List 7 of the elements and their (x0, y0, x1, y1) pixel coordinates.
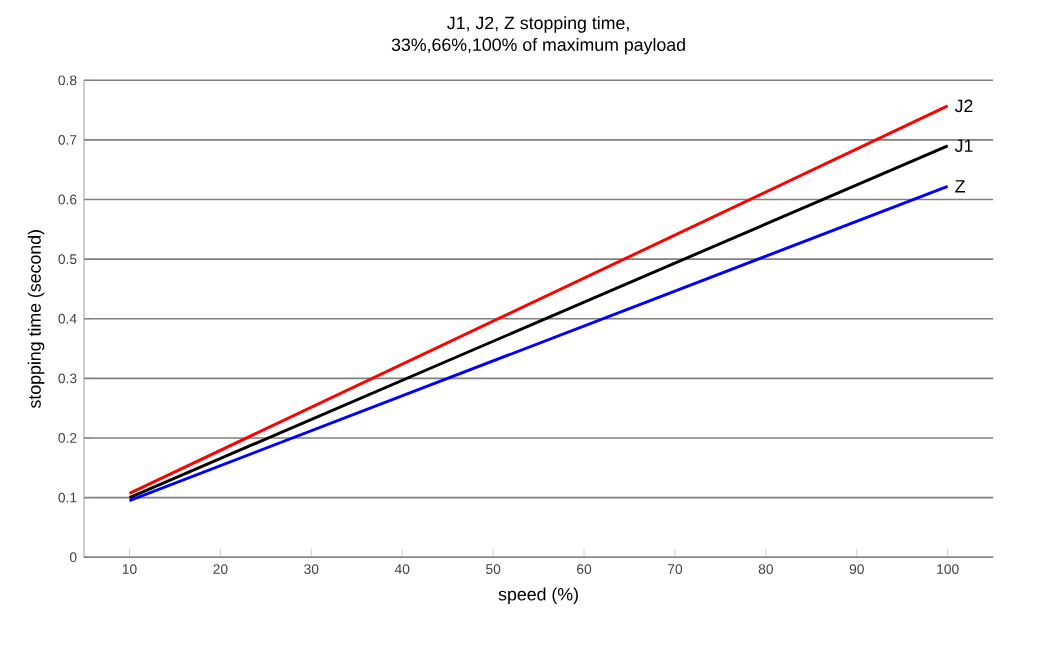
chart-subtitle: 33%,66%,100% of maximum payload (391, 37, 685, 55)
series-label: J2 (954, 99, 973, 112)
y-axis-title: stopping time (second) (27, 229, 45, 408)
x-axis-title: speed (%) (498, 587, 578, 604)
series-label: Z (955, 179, 965, 193)
series-label: J1 (954, 139, 973, 152)
chart-title: J1, J2, Z stopping time, (447, 15, 629, 33)
